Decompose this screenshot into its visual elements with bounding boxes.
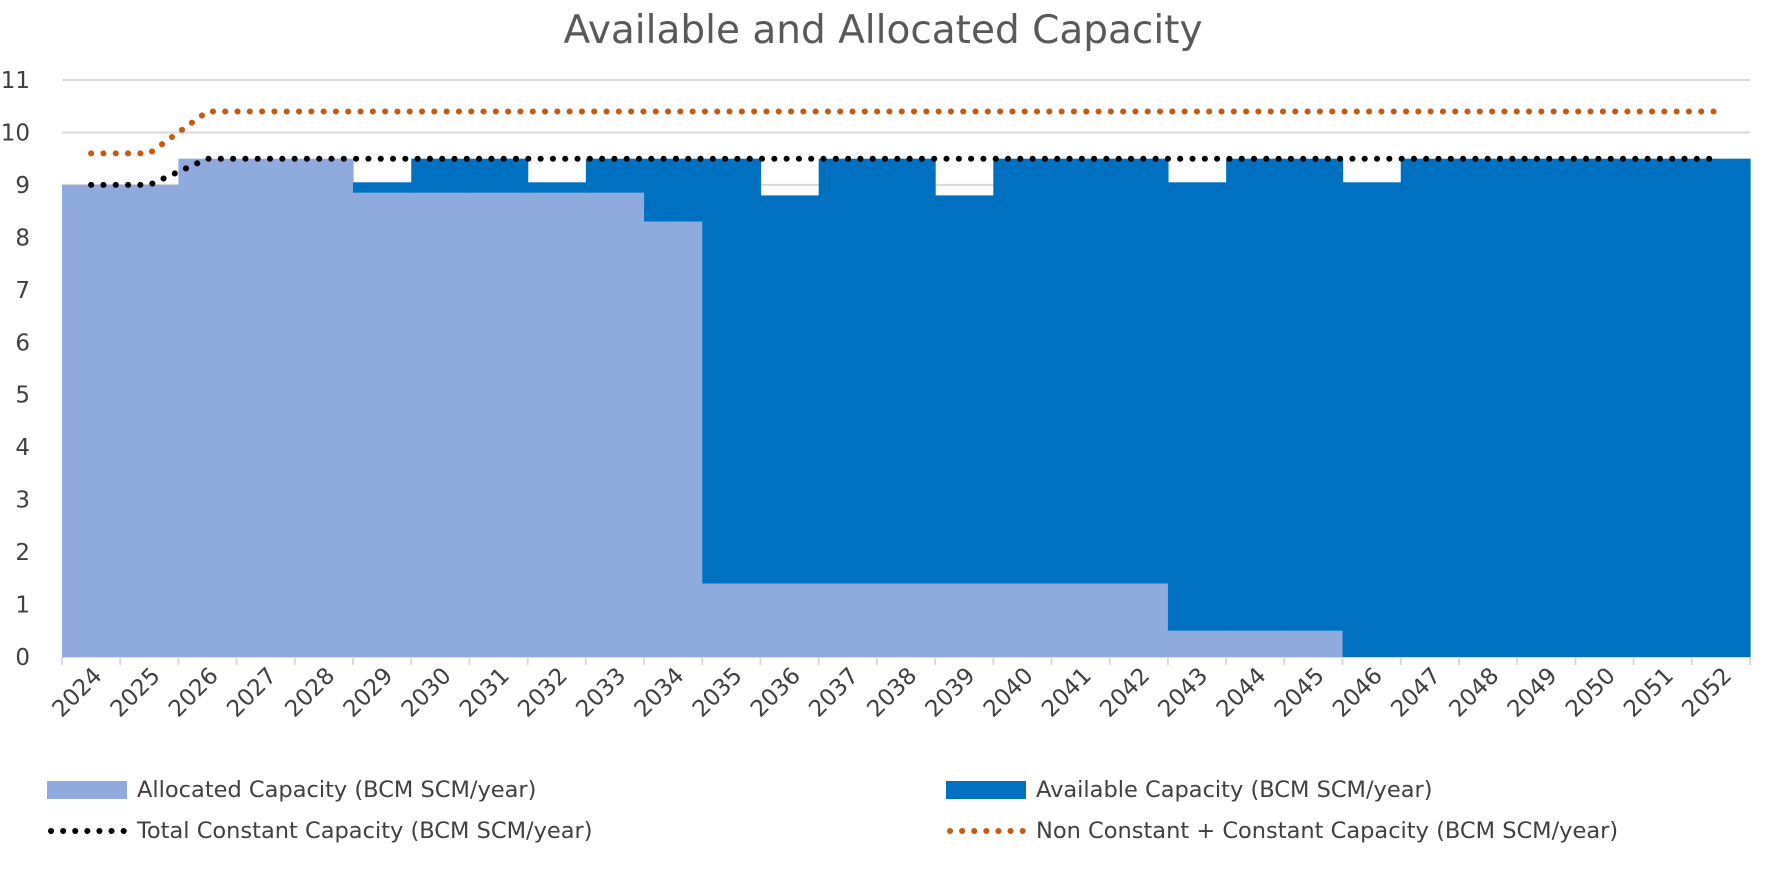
available-area-2035: [702, 158, 762, 584]
x-tick-label: 2029: [339, 663, 399, 723]
allocated-area-2032: [527, 192, 587, 657]
x-tick-label: 2036: [746, 663, 806, 723]
x-tick-label: 2051: [1619, 663, 1679, 723]
x-tick-label: 2044: [1212, 663, 1272, 723]
available-area-2030: [411, 158, 471, 193]
allocated-area-2029: [353, 192, 412, 657]
x-tick-label: 2034: [630, 663, 690, 723]
x-tick-label: 2041: [1037, 663, 1097, 723]
available-area-2032: [527, 182, 587, 193]
allocated-area-2039: [935, 583, 994, 657]
y-tick-label: 2: [15, 540, 30, 566]
y-tick-label: 0: [15, 645, 30, 671]
allocated-area-2044: [1226, 630, 1285, 657]
x-tick-label: 2039: [921, 663, 981, 723]
x-tick-label: 2042: [1095, 663, 1155, 723]
available-area-2044: [1226, 158, 1285, 631]
x-tick-label: 2045: [1270, 663, 1330, 723]
available-area-2029: [353, 182, 412, 193]
allocated-area-2041: [1051, 583, 1111, 657]
available-area-2049: [1517, 158, 1576, 657]
available-area-2051: [1633, 158, 1693, 657]
x-tick-label: 2037: [804, 663, 864, 723]
y-tick-label: 11: [1, 68, 30, 94]
available-area-2046: [1342, 182, 1402, 657]
x-tick-label: 2032: [513, 663, 573, 723]
x-tick-label: 2043: [1153, 663, 1213, 723]
available-area-2047: [1400, 158, 1460, 657]
allocated-area-2036: [760, 583, 820, 657]
y-axis-ticks: 0 1 2 3 4 5 6 7 8 9 10 11: [1, 68, 30, 671]
allocated-area-2042: [1109, 583, 1169, 657]
allocated-area-2040: [993, 583, 1053, 657]
allocated-area-2033: [585, 192, 645, 657]
allocated-area-2045: [1284, 630, 1344, 657]
y-tick-label: 3: [15, 488, 30, 514]
available-area-2038: [876, 158, 936, 584]
available-area-2036: [760, 195, 820, 584]
y-tick-label: 8: [15, 225, 30, 251]
available-area-2052: [1691, 158, 1751, 657]
x-tick-label: 2049: [1503, 663, 1563, 723]
x-tick-label: 2047: [1386, 663, 1446, 723]
x-tick-label: 2024: [48, 663, 108, 723]
allocated-area-2026: [178, 158, 238, 657]
x-tick-label: 2025: [106, 663, 166, 723]
available-area-2048: [1458, 158, 1518, 657]
x-tick-label: 2026: [164, 663, 224, 723]
allocated-area-2034: [644, 221, 703, 658]
available-area-2031: [469, 158, 529, 193]
allocated-area-2030: [411, 192, 471, 657]
allocated-area-2027: [236, 158, 296, 657]
area-series: [62, 158, 1751, 658]
x-tick-label: 2050: [1561, 663, 1621, 723]
y-tick-label: 10: [1, 120, 30, 146]
y-tick-label: 4: [15, 435, 30, 461]
allocated-area-2043: [1167, 630, 1227, 657]
y-tick-label: 5: [15, 383, 30, 409]
x-tick-label: 2028: [280, 663, 340, 723]
non-constant-capacity-line: [88, 108, 1724, 157]
allocated-area-2025: [120, 184, 180, 657]
available-area-2040: [993, 158, 1053, 584]
allocated-area-2038: [876, 583, 936, 657]
allocated-area-2024: [62, 184, 121, 657]
available-area-2033: [585, 158, 645, 193]
x-axis-ticks: 2024202520262027202820292030203120322033…: [48, 657, 1751, 723]
x-tick-label: 2030: [397, 663, 457, 723]
available-area-2045: [1284, 158, 1344, 631]
allocated-area-2031: [469, 192, 529, 657]
x-tick-label: 2038: [862, 663, 922, 723]
available-area-2042: [1109, 158, 1169, 584]
x-tick-label: 2031: [455, 663, 515, 723]
y-tick-label: 6: [15, 330, 30, 356]
total-constant-capacity-line: [88, 155, 1724, 188]
allocated-area-2035: [702, 583, 762, 657]
line-series: [88, 108, 1724, 188]
allocated-area-2037: [818, 583, 878, 657]
y-tick-label: 9: [15, 173, 30, 199]
x-tick-label: 2027: [222, 663, 282, 723]
available-area-2043: [1167, 182, 1227, 631]
x-tick-label: 2052: [1677, 663, 1737, 723]
x-tick-label: 2046: [1328, 663, 1388, 723]
available-area-2050: [1575, 158, 1635, 657]
allocated-area-2028: [294, 158, 354, 657]
chart-title: Available and Allocated Capacity: [563, 8, 1203, 53]
y-tick-label: 7: [15, 278, 30, 304]
x-tick-label: 2035: [688, 663, 748, 723]
available-area-2037: [818, 158, 878, 584]
y-tick-label: 1: [15, 593, 30, 619]
available-area-2041: [1051, 158, 1111, 584]
x-tick-label: 2040: [979, 663, 1039, 723]
x-tick-label: 2033: [571, 663, 631, 723]
x-tick-label: 2048: [1445, 663, 1505, 723]
available-area-2039: [935, 195, 994, 584]
available-area-2034: [644, 158, 703, 222]
